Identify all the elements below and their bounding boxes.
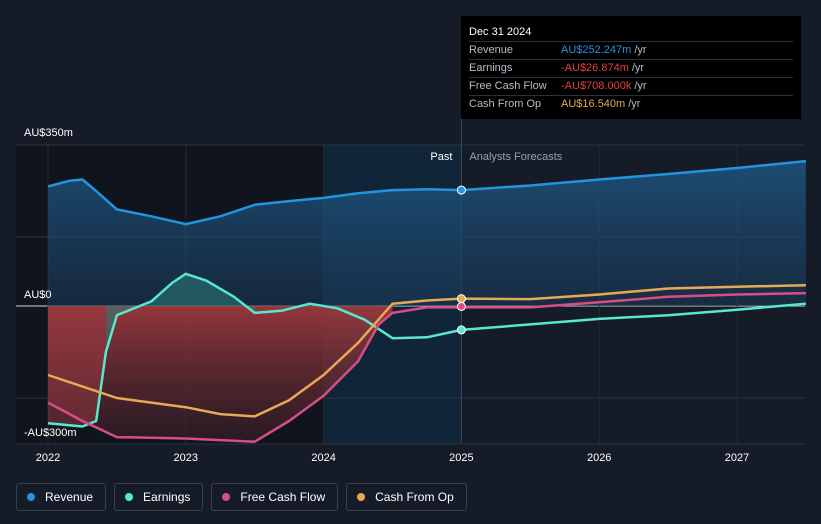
legend-dot-icon (125, 493, 134, 501)
legend-item-cash-from-op[interactable]: Cash From Op (346, 483, 467, 511)
forecast-label: Analysts Forecasts (469, 151, 562, 163)
legend-item-revenue[interactable]: Revenue (16, 483, 107, 511)
legend-dot-icon (222, 493, 231, 501)
revenue-area (48, 161, 806, 306)
legend-label: Revenue (45, 490, 94, 504)
earnings-positive-area (105, 273, 255, 352)
tooltip-unit: /yr (634, 80, 647, 92)
series-markers (456, 185, 466, 335)
tooltip-label: Cash From Op (469, 98, 542, 110)
tooltip-unit: /yr (634, 44, 647, 56)
tooltip-label: Free Cash Flow (469, 80, 547, 92)
tooltip-label: Revenue (469, 44, 514, 56)
tooltip-row-revenue: Revenue AU$252.247m /yr (469, 41, 793, 59)
earnings-negative-area (48, 306, 106, 427)
x-tick-label: 2026 (587, 452, 611, 464)
tooltip: Dec 31 2024 Revenue AU$252.247m /yr Earn… (461, 16, 801, 119)
tooltip-label: Earnings (469, 62, 513, 74)
free-cash-flow-marker (456, 301, 466, 311)
y-label-zero: AU$0 (24, 289, 52, 301)
tooltip-value: AU$252.247m (561, 44, 632, 56)
legend-item-earnings[interactable]: Earnings (114, 483, 204, 511)
series-lines (47, 159, 807, 443)
tooltip-value: AU$16.540m (561, 98, 626, 110)
revenue-line (47, 159, 807, 226)
legend-label: Free Cash Flow (240, 490, 326, 504)
legend-dot-icon (27, 493, 35, 501)
tooltip-row-earnings: Earnings -AU$26.874m /yr (469, 59, 793, 77)
free-cash-flow-line (47, 291, 806, 443)
revenue-marker (456, 185, 466, 195)
tooltip-date: Dec 31 2024 (469, 26, 532, 38)
tooltip-row-free-cash-flow: Free Cash Flow -AU$708.000k /yr (469, 77, 793, 95)
legend: Revenue Earnings Free Cash Flow Cash Fro… (16, 483, 467, 511)
x-axis: 2022 2023 2024 2025 2026 2027 (36, 452, 749, 464)
area-fills (48, 161, 806, 442)
tooltip-unit: /yr (631, 62, 645, 74)
x-tick-label: 2022 (36, 452, 60, 464)
x-tick-label: 2027 (725, 452, 749, 464)
x-tick-label: 2024 (311, 452, 335, 464)
cash-from-op-marker (456, 294, 466, 304)
earnings-line (47, 272, 807, 428)
legend-label: Earnings (143, 490, 191, 504)
cash-from-op-line (47, 284, 806, 418)
past-label: Past (430, 151, 452, 163)
tooltip-value: -AU$26.874m (561, 62, 629, 74)
legend-item-free-cash-flow[interactable]: Free Cash Flow (211, 483, 339, 511)
tooltip-value: -AU$708.000k (561, 80, 632, 92)
x-tick-label: 2023 (174, 452, 198, 464)
earnings-marker (456, 325, 466, 335)
tooltip-unit: /yr (628, 98, 641, 110)
chart-svg: 2022 2023 2024 2025 2026 2027 AU$350m AU$0 -A… (16, 115, 807, 464)
y-label-top: AU$350m (24, 127, 73, 139)
legend-dot-icon (357, 493, 366, 501)
legend-label: Cash From Op (375, 490, 454, 504)
x-tick-label: 2025 (449, 452, 473, 464)
tooltip-row-cash-from-op: Cash From Op AU$16.540m /yr (469, 95, 793, 113)
y-label-bottom: -AU$300m (24, 427, 77, 439)
